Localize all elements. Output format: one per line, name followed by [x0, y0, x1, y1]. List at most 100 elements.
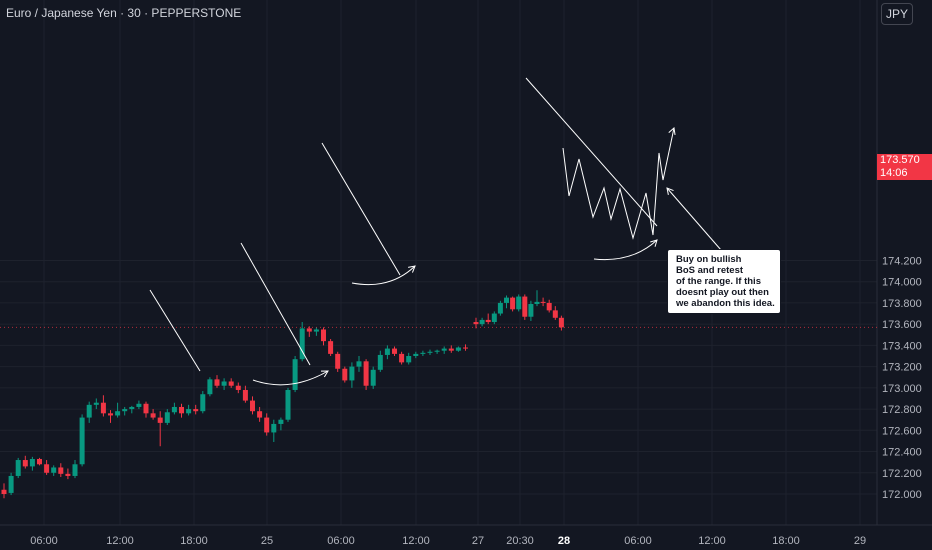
- candle-body: [363, 361, 369, 386]
- y-tick-label: 173.000: [882, 383, 922, 395]
- trend-line-4[interactable]: [525, 77, 658, 227]
- candle-body: [313, 329, 319, 332]
- retest-arc-2[interactable]: [351, 265, 416, 286]
- candle-body: [221, 381, 227, 386]
- candle-body: [479, 319, 485, 325]
- candle-body: [193, 409, 199, 412]
- projection-arc[interactable]: [593, 239, 658, 261]
- y-tick-label: 172.800: [882, 404, 922, 416]
- candle-body: [285, 389, 291, 420]
- arrow-head-icon[interactable]: [668, 127, 676, 135]
- candle-body: [504, 297, 509, 303]
- candle-body: [150, 413, 156, 418]
- candle-body: [321, 329, 326, 342]
- candle-body: [546, 302, 552, 311]
- candle-body: [186, 409, 192, 414]
- bar-countdown-label: 14:06: [880, 167, 908, 179]
- candle-body: [29, 458, 35, 467]
- candle-body: [455, 347, 461, 351]
- candle-body: [342, 368, 348, 381]
- x-tick-label: 12:00: [402, 535, 430, 547]
- x-tick-label: 20:30: [506, 535, 534, 547]
- candle-body: [264, 417, 270, 433]
- candle-body: [328, 341, 334, 354]
- candle-body: [1, 489, 7, 494]
- trend-line-2[interactable]: [240, 242, 311, 366]
- x-tick-label: 28: [558, 535, 570, 547]
- candle-body: [72, 464, 78, 476]
- candle-body: [8, 475, 14, 493]
- y-tick-label: 173.800: [882, 298, 922, 310]
- current-price-label: 173.570: [880, 154, 920, 166]
- candle-body: [540, 301, 546, 303]
- candle-body: [179, 406, 184, 414]
- candle-body: [510, 297, 516, 310]
- y-tick-label: 173.600: [882, 319, 922, 331]
- candle-body: [434, 350, 440, 352]
- current-price-tag: 173.570 14:06: [877, 154, 932, 180]
- x-tick-label: 29: [854, 535, 866, 547]
- candle-body: [356, 361, 362, 367]
- candle-body: [250, 400, 255, 412]
- y-tick-label: 172.200: [882, 468, 922, 480]
- arrow-head-icon[interactable]: [666, 187, 674, 195]
- trade-idea-note[interactable]: Buy on bullish BoS and retest of the ran…: [667, 249, 781, 314]
- candle-body: [122, 409, 128, 412]
- candle-body: [413, 353, 419, 357]
- candle-body: [271, 423, 277, 433]
- candle-body: [136, 403, 142, 407]
- candle-body: [157, 417, 163, 423]
- x-tick-label: 06:00: [30, 535, 58, 547]
- currency-button[interactable]: JPY: [881, 3, 913, 25]
- candle-body: [427, 351, 433, 353]
- candle-body: [257, 411, 263, 418]
- candle-body: [164, 412, 170, 423]
- y-tick-label: 172.400: [882, 447, 922, 459]
- arrow-head-icon[interactable]: [320, 370, 329, 378]
- trend-line-3[interactable]: [321, 142, 401, 276]
- candle-body: [37, 458, 42, 465]
- x-tick-label: 06:00: [327, 535, 355, 547]
- annotation-pointer-line[interactable]: [666, 187, 722, 251]
- y-tick-label: 172.000: [882, 489, 922, 501]
- candle-body: [79, 417, 85, 465]
- candle-body: [370, 369, 376, 386]
- candle-body: [108, 413, 113, 416]
- candle-body: [528, 303, 534, 317]
- arrow-head-icon[interactable]: [650, 239, 658, 247]
- candle-body: [115, 411, 121, 416]
- candle-body: [497, 302, 503, 314]
- x-tick-label: 12:00: [698, 535, 726, 547]
- candle-body: [441, 348, 447, 351]
- candle-body: [22, 460, 28, 467]
- candle-body: [278, 419, 284, 424]
- x-tick-label: 27: [472, 535, 484, 547]
- candle-body: [463, 347, 468, 349]
- candle-body: [15, 460, 21, 476]
- candle-body: [522, 296, 528, 317]
- x-tick-label: 18:00: [772, 535, 800, 547]
- price-projection-path[interactable]: [562, 127, 675, 240]
- candle-body: [399, 353, 405, 363]
- candle-body: [516, 296, 522, 310]
- candle-body: [51, 467, 57, 473]
- candle-body: [377, 354, 383, 370]
- candle-body: [349, 366, 355, 381]
- candle-body: [552, 310, 558, 318]
- candle-body: [129, 406, 135, 410]
- symbol-title: Euro / Japanese Yen · 30 · PEPPERSTONE: [6, 6, 242, 20]
- x-tick-label: 12:00: [106, 535, 134, 547]
- candle-body: [306, 328, 312, 332]
- candle-body: [100, 402, 106, 414]
- trend-line-1[interactable]: [149, 289, 201, 372]
- x-tick-label: 18:00: [180, 535, 208, 547]
- y-tick-label: 173.200: [882, 362, 922, 374]
- candle-body: [384, 348, 390, 355]
- arrow-head-icon[interactable]: [408, 265, 416, 273]
- candle-body: [448, 348, 454, 351]
- x-tick-label: 25: [261, 535, 273, 547]
- retest-arc-1[interactable]: [252, 370, 329, 386]
- candle-body: [143, 403, 149, 414]
- y-tick-label: 174.000: [882, 277, 922, 289]
